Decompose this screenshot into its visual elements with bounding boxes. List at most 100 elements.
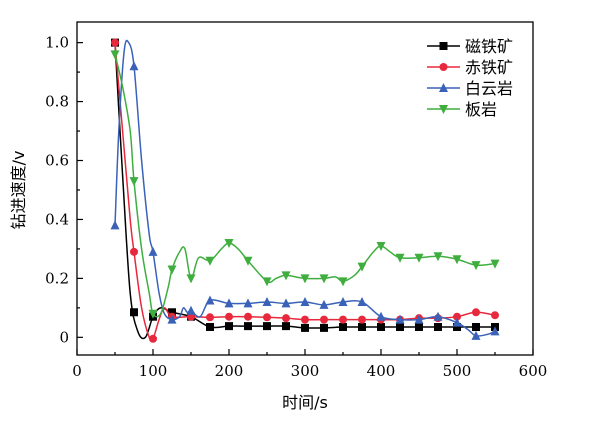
data-point — [186, 274, 196, 284]
data-point — [357, 296, 367, 306]
data-point — [376, 311, 386, 321]
series-line — [114, 39, 496, 337]
axes-layer: 0 100 200 300 400 500 600 0 0.2 0.4 0.6 0.8 1.0 — [45, 21, 548, 380]
data-point — [225, 322, 233, 331]
data-point — [262, 296, 272, 306]
data-point — [110, 220, 120, 230]
data-point — [224, 298, 234, 308]
data-point — [149, 334, 157, 343]
data-point — [377, 323, 385, 332]
data-point — [244, 312, 252, 321]
x-axis-title: 时间/s — [282, 393, 328, 412]
data-point — [281, 298, 291, 308]
data-point — [167, 265, 177, 275]
data-point — [414, 253, 424, 263]
data-point — [129, 61, 139, 71]
data-point — [129, 177, 139, 187]
x-tick-label: 0 — [72, 362, 82, 380]
data-point — [396, 323, 404, 332]
series-1 — [111, 38, 499, 340]
data-point — [282, 314, 290, 323]
data-point — [110, 50, 120, 60]
legend-marker — [439, 63, 448, 71]
data-point — [415, 323, 423, 332]
data-point — [282, 322, 290, 331]
legend-label: 赤铁矿 — [465, 58, 513, 77]
data-point — [300, 274, 310, 284]
y-tick-label: 0 — [59, 328, 69, 346]
legend-item: 赤铁矿 — [427, 58, 513, 77]
data-point — [339, 315, 347, 324]
y-tick-label: 1.0 — [45, 34, 69, 52]
data-point — [395, 314, 405, 324]
data-point — [244, 322, 252, 331]
data-point — [148, 309, 158, 319]
legend-label: 板岩 — [465, 100, 497, 119]
series-layer — [110, 38, 500, 343]
data-point — [262, 277, 272, 287]
y-tick-label: 0.6 — [45, 152, 69, 170]
data-point — [452, 317, 462, 327]
data-point — [186, 305, 196, 315]
x-tick-label: 200 — [215, 362, 244, 380]
legend-marker — [439, 105, 448, 114]
data-point — [130, 247, 138, 256]
series-4 — [110, 50, 500, 319]
data-point — [148, 246, 158, 256]
data-point — [167, 314, 177, 324]
data-point — [111, 38, 119, 47]
data-point — [376, 241, 386, 251]
data-point — [452, 255, 462, 265]
data-point — [263, 313, 271, 322]
data-point — [320, 323, 328, 332]
x-tick-label: 300 — [291, 362, 320, 380]
data-point — [472, 323, 480, 332]
data-point — [243, 298, 253, 308]
x-tick-label: 600 — [519, 362, 548, 380]
data-point — [301, 315, 309, 324]
data-point — [319, 274, 329, 284]
data-point — [414, 314, 424, 324]
legend-item: 板岩 — [427, 100, 497, 119]
data-point — [433, 252, 443, 262]
data-point — [434, 323, 442, 332]
data-point — [243, 256, 253, 266]
legend-marker — [439, 42, 448, 50]
y-tick-label: 0.4 — [45, 210, 69, 228]
data-point — [472, 308, 480, 317]
data-point — [320, 315, 328, 324]
data-point — [490, 259, 500, 269]
legend-marker — [439, 83, 448, 92]
data-point — [358, 315, 366, 324]
legend-label: 白云岩 — [465, 79, 513, 98]
data-point — [357, 262, 367, 272]
data-point — [490, 326, 500, 336]
data-point — [319, 299, 329, 309]
data-point — [281, 271, 291, 281]
legend-label: 磁铁矿 — [465, 37, 513, 56]
data-point — [453, 312, 461, 321]
series-2 — [111, 38, 499, 343]
legend-item: 白云岩 — [427, 79, 513, 98]
data-point — [225, 312, 233, 321]
series-line — [114, 42, 495, 340]
data-point — [300, 296, 310, 306]
data-point — [471, 330, 481, 340]
data-point — [205, 256, 215, 266]
data-point — [453, 323, 461, 332]
data-point — [168, 308, 176, 317]
legend-item: 磁铁矿 — [427, 37, 513, 56]
data-point — [471, 261, 481, 271]
data-point — [358, 323, 366, 332]
data-point — [395, 253, 405, 263]
data-point — [206, 323, 214, 332]
x-tick-label: 500 — [443, 362, 472, 380]
y-axis-title: 钻进速度/v — [9, 151, 28, 230]
data-point — [338, 296, 348, 306]
data-point — [224, 239, 234, 249]
x-tick-label: 100 — [139, 362, 168, 380]
data-point — [205, 295, 215, 305]
data-point — [433, 311, 443, 321]
y-tick-label: 0.8 — [45, 93, 69, 111]
